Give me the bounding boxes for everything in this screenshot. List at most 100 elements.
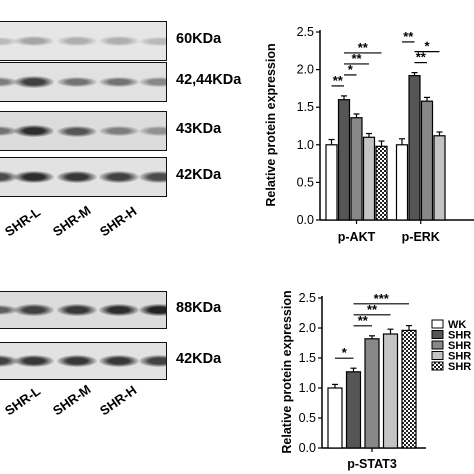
y-tick-label: 1.5 — [297, 100, 314, 114]
significance-stars: *** — [374, 291, 390, 306]
lane-label: SHR-H — [97, 382, 140, 419]
significance-stars: ** — [358, 313, 369, 328]
molecular-weight-label: 43KDa — [176, 121, 222, 137]
protein-band — [139, 304, 166, 316]
y-tick-label: 2.5 — [297, 25, 314, 39]
bar — [420, 100, 434, 221]
protein-band — [0, 171, 18, 183]
legend-label: SHR — [448, 330, 471, 342]
y-axis-title: Relative protein expression — [264, 43, 278, 206]
significance-stars: * — [348, 62, 354, 77]
protein-band — [57, 36, 97, 46]
molecular-weight-label: 42KDa — [176, 167, 222, 183]
y-tick-label: 1.0 — [297, 138, 314, 152]
protein-band — [57, 125, 97, 137]
legend-label: WK — [448, 319, 466, 331]
molecular-weight-label: 42,44KDa — [176, 72, 242, 88]
protein-band — [99, 304, 139, 316]
bar — [350, 117, 363, 221]
bar-chart-stat3: 0.0 0.5 1.0 1.5 2.0 2.5 Relative protein expre… — [280, 290, 471, 471]
y-tick-label: 1.0 — [299, 381, 316, 395]
x-category-label: p-STAT3 — [347, 457, 397, 471]
bar — [395, 144, 409, 221]
legend-swatch — [431, 319, 444, 329]
legend-label: SHR — [448, 351, 471, 363]
protein-band — [99, 171, 139, 183]
blot-strip — [0, 62, 167, 102]
significance-stars: * — [342, 345, 348, 360]
legend-swatch — [431, 351, 444, 360]
legend-label: SHR — [448, 340, 471, 352]
lane-label: SHR-M — [50, 202, 94, 240]
protein-band — [57, 355, 97, 367]
bar — [375, 145, 388, 221]
protein-band — [139, 171, 166, 183]
x-category-label: p-ERK — [402, 230, 440, 244]
protein-band — [0, 304, 18, 316]
protein-band — [0, 36, 18, 46]
blot-strip — [0, 157, 167, 197]
molecular-weight-label: 88KDa — [176, 300, 222, 316]
bar — [325, 144, 338, 221]
y-tick-label: 2.0 — [297, 63, 314, 77]
bar — [362, 136, 376, 221]
bar — [382, 333, 399, 449]
lane-label: SHR-L — [2, 383, 44, 419]
protein-band — [57, 76, 97, 88]
protein-band — [0, 76, 18, 88]
bar-chart-akt-erk: 0.0 0.5 1.0 1.5 2.0 2.5 Relative protein expre… — [264, 25, 474, 244]
bar — [433, 135, 446, 221]
protein-band — [14, 304, 54, 316]
legend-swatch — [431, 330, 444, 339]
significance-stars: ** — [416, 50, 427, 65]
significance-stars: ** — [367, 302, 378, 317]
protein-band — [99, 355, 139, 367]
protein-band — [99, 76, 139, 88]
y-axis-title: Relative protein expression — [280, 290, 294, 453]
protein-band — [0, 355, 18, 367]
blot-strip — [0, 21, 167, 61]
significance-stars: ** — [351, 51, 362, 66]
bar — [408, 75, 421, 221]
y-tick-label: 2.0 — [299, 321, 316, 335]
legend-swatch — [431, 340, 444, 350]
y-tick-label: 0.5 — [299, 411, 316, 425]
significance-stars: * — [424, 39, 430, 54]
protein-band — [14, 171, 54, 183]
molecular-weight-label: 60KDa — [176, 31, 222, 47]
y-tick-label: 2.5 — [299, 291, 316, 305]
bar — [364, 338, 380, 449]
blot-strip — [0, 342, 167, 380]
protein-band — [14, 125, 54, 137]
protein-band — [139, 355, 166, 367]
protein-band — [139, 36, 166, 46]
lane-label: SHR-L — [2, 204, 44, 240]
blot-strip — [0, 111, 167, 151]
molecular-weight-label: 42KDa — [176, 351, 222, 367]
bar — [327, 387, 343, 449]
protein-band — [0, 125, 18, 137]
protein-band — [57, 171, 97, 183]
legend-label: SHR — [448, 361, 471, 373]
bar — [401, 329, 417, 449]
lane-label: SHR-M — [50, 381, 94, 419]
y-tick-label: 0.0 — [299, 441, 316, 455]
bar — [337, 99, 351, 221]
y-tick-label: 0.0 — [297, 213, 314, 227]
bar — [345, 371, 362, 449]
protein-band — [139, 77, 166, 87]
protein-band — [139, 126, 166, 136]
protein-band — [14, 36, 54, 46]
significance-stars: ** — [358, 40, 369, 55]
protein-band — [99, 125, 139, 137]
protein-band — [14, 76, 54, 88]
protein-band — [14, 355, 54, 367]
significance-stars: ** — [333, 73, 344, 88]
significance-stars: ** — [403, 29, 414, 44]
x-category-label: p-AKT — [338, 230, 376, 244]
lane-label: SHR-H — [97, 203, 140, 240]
blot-strip — [0, 291, 167, 329]
legend-swatch — [431, 361, 444, 371]
protein-band — [57, 304, 97, 316]
